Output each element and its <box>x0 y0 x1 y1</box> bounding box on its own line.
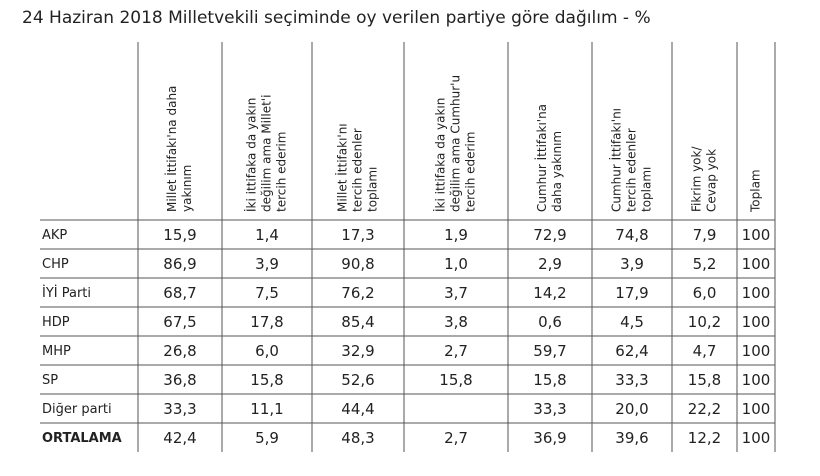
cell: 62,4 <box>615 342 648 360</box>
row-label: Diğer parti <box>42 402 112 417</box>
cell: 7,5 <box>255 284 279 302</box>
cell: 15,8 <box>439 371 472 389</box>
row-label: AKP <box>42 228 67 243</box>
cell: 42,4 <box>163 429 196 447</box>
cell: 3,9 <box>255 255 279 273</box>
column-header: tercih edenler <box>625 128 639 212</box>
column-header: yakınım <box>180 165 194 212</box>
cell: 33,3 <box>533 400 566 418</box>
cell: 10,2 <box>688 313 721 331</box>
cell: 11,1 <box>250 400 283 418</box>
cell: 3,7 <box>444 284 468 302</box>
cell: 100 <box>742 429 771 447</box>
cell: 52,6 <box>341 371 374 389</box>
column-header: Millet İttifakı'na daha <box>164 86 179 212</box>
cell: 17,9 <box>615 284 648 302</box>
cell: 33,3 <box>615 371 648 389</box>
column-header: toplamı <box>366 167 380 212</box>
cell: 100 <box>742 255 771 273</box>
column-header: daha yakınım <box>550 131 564 212</box>
cell: 7,9 <box>693 226 717 244</box>
cell: 12,2 <box>688 429 721 447</box>
cell: 26,8 <box>163 342 196 360</box>
cell: 14,2 <box>533 284 566 302</box>
row-label: ORTALAMA <box>42 431 122 446</box>
cell: 100 <box>742 371 771 389</box>
cell: 44,4 <box>341 400 374 418</box>
cell: 2,9 <box>538 255 562 273</box>
cell: 36,8 <box>163 371 196 389</box>
cell: 1,9 <box>444 226 468 244</box>
column-header: İki ittifaka da yakın <box>244 98 259 212</box>
column-header: Toplam <box>749 169 763 213</box>
cell: 2,7 <box>444 429 468 447</box>
row-label: MHP <box>42 344 71 359</box>
cell: 15,8 <box>533 371 566 389</box>
cell: 76,2 <box>341 284 374 302</box>
cell: 48,3 <box>341 429 374 447</box>
title: 24 Haziran 2018 Milletvekili seçiminde o… <box>22 8 651 28</box>
cell: 68,7 <box>163 284 196 302</box>
cell: 100 <box>742 400 771 418</box>
cell: 74,8 <box>615 226 648 244</box>
column-header: tercih ederim <box>464 132 478 212</box>
cell: 39,6 <box>615 429 648 447</box>
cell: 15,9 <box>163 226 196 244</box>
cell: 32,9 <box>341 342 374 360</box>
cell: 15,8 <box>688 371 721 389</box>
cell: 1,0 <box>444 255 468 273</box>
row-label: SP <box>42 373 58 388</box>
cell: 100 <box>742 313 771 331</box>
cell: 15,8 <box>250 371 283 389</box>
column-header: Fikrim yok/ <box>690 146 704 212</box>
cell: 5,9 <box>255 429 279 447</box>
cell: 2,7 <box>444 342 468 360</box>
cell: 86,9 <box>163 255 196 273</box>
column-header: Cumhur İttifakı'na <box>534 104 549 212</box>
cell: 0,6 <box>538 313 562 331</box>
cell: 67,5 <box>163 313 196 331</box>
row-label: CHP <box>42 257 69 272</box>
cell: 22,2 <box>688 400 721 418</box>
column-header: değilim ama Cumhur'u <box>449 75 463 212</box>
column-header: İki ittifaka da yakın <box>433 98 448 212</box>
cell: 100 <box>742 284 771 302</box>
column-header: toplamı <box>640 167 654 212</box>
cell: 6,0 <box>255 342 279 360</box>
cell: 59,7 <box>533 342 566 360</box>
column-header: Millet İttifakı'nı <box>335 123 350 212</box>
cell: 72,9 <box>533 226 566 244</box>
cell: 33,3 <box>163 400 196 418</box>
cell: 5,2 <box>693 255 717 273</box>
cell: 4,7 <box>693 342 717 360</box>
cell: 36,9 <box>533 429 566 447</box>
cell: 100 <box>742 226 771 244</box>
cell: 20,0 <box>615 400 648 418</box>
row-label: İYİ Parti <box>42 285 91 301</box>
row-label: HDP <box>42 315 70 330</box>
cell: 85,4 <box>341 313 374 331</box>
cell: 3,9 <box>620 255 644 273</box>
column-header: Cevap yok <box>705 149 719 212</box>
cell: 6,0 <box>693 284 717 302</box>
cell: 4,5 <box>620 313 644 331</box>
cell: 100 <box>742 342 771 360</box>
cell: 17,3 <box>341 226 374 244</box>
column-header: Cumhur İttifakı'nı <box>609 108 624 212</box>
column-header: tercih ederim <box>275 132 289 212</box>
cell: 17,8 <box>250 313 283 331</box>
cell: 3,8 <box>444 313 468 331</box>
column-header: değilim ama Millet'i <box>260 95 274 212</box>
cell: 90,8 <box>341 255 374 273</box>
column-header: tercih edenler <box>351 128 365 212</box>
cell: 1,4 <box>255 226 279 244</box>
